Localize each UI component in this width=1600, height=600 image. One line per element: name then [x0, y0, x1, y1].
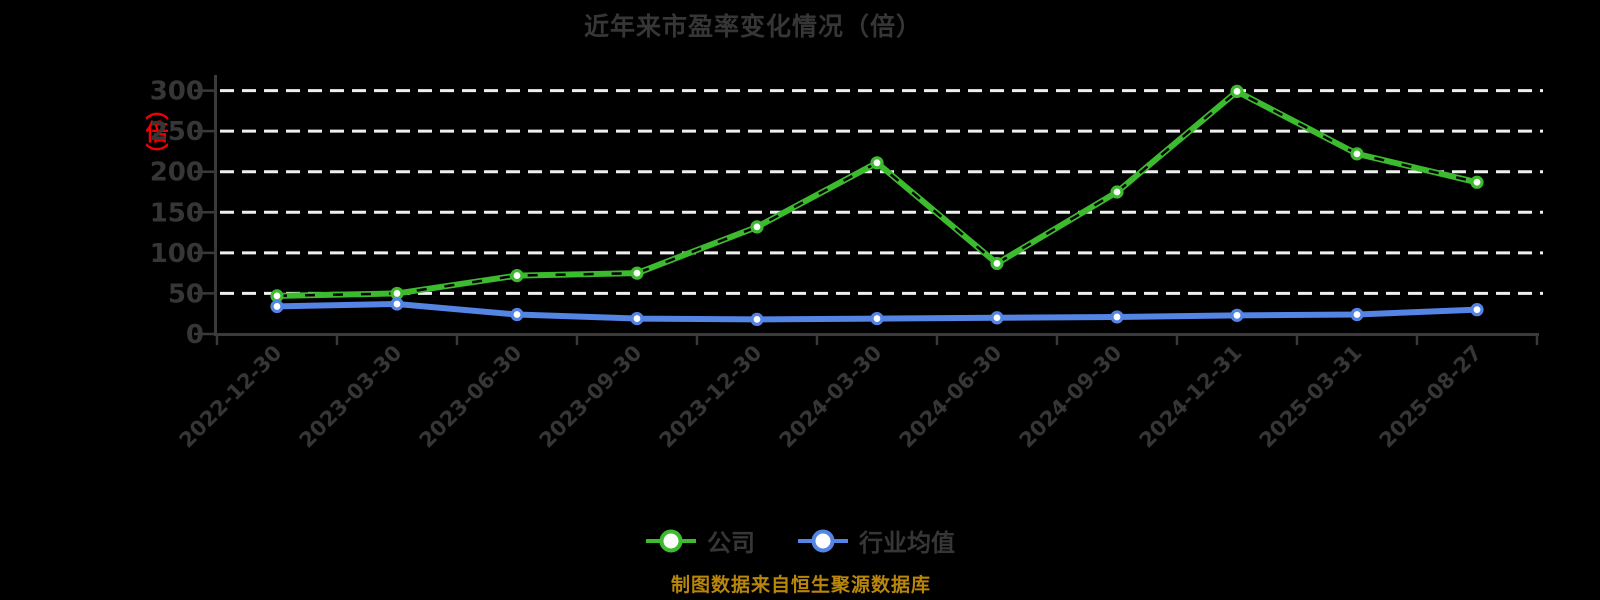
x-tick-label: 2025-03-31 [1255, 341, 1367, 453]
y-tick-label: 300 [150, 77, 204, 107]
y-tick-label: 50 [168, 279, 204, 309]
y-tick-label: 250 [150, 117, 204, 147]
company-series-line [274, 88, 1480, 299]
industry-data-point [510, 307, 524, 322]
company-data-point [630, 266, 644, 280]
x-tick-label: 2024-12-31 [1135, 341, 1247, 453]
industry-data-point [990, 311, 1004, 325]
industry-data-point [630, 311, 644, 326]
industry-data-point [1350, 307, 1364, 322]
company-data-point [990, 256, 1004, 271]
company-data-point [1350, 147, 1364, 161]
industry-data-point [1110, 310, 1124, 324]
legend-label-industry-average: 行业均值 [859, 529, 955, 557]
x-tick-label: 2024-06-30 [895, 341, 1007, 453]
industry-data-point [1470, 303, 1484, 317]
y-tick-label: 100 [150, 239, 204, 269]
x-tick-label: 2024-09-30 [1015, 341, 1127, 453]
footer-note: 制图数据来自恒生聚源数据库 [670, 574, 932, 596]
legend-item-company[interactable]: 公司 [645, 523, 755, 558]
x-tick-label: 2023-06-30 [415, 341, 527, 453]
y-axis-unit-label: （倍） [141, 97, 167, 166]
industry-legend-marker-icon [798, 529, 848, 552]
chart-title: 近年来市盈率变化情况（倍） [583, 12, 923, 41]
company-legend-marker-icon [646, 529, 696, 552]
company-data-point [1470, 175, 1484, 189]
y-tick-label: 200 [150, 158, 204, 188]
x-tick-label: 2022-12-30 [175, 341, 287, 453]
company-data-point [870, 156, 884, 170]
company-data-point [750, 220, 764, 234]
industry-data-point [1230, 308, 1244, 322]
industry-legend-circle [811, 529, 835, 552]
y-tick-label: 0 [186, 320, 204, 350]
industry-data-point [750, 312, 764, 326]
industry-data-point [870, 311, 884, 326]
company-data-point [1110, 185, 1124, 199]
chart-legend: 公司 行业均值 [0, 523, 1600, 558]
company-series-dash-overlay [276, 89, 1478, 298]
x-tick-label: 2024-03-30 [775, 341, 887, 453]
industry-data-point [270, 299, 284, 314]
x-tick-label: 2023-09-30 [535, 341, 647, 453]
x-tick-label: 2023-12-30 [655, 341, 767, 453]
x-tick-label: 2025-08-27 [1375, 341, 1487, 453]
company-legend-circle [659, 529, 683, 552]
legend-item-industry-average[interactable]: 行业均值 [797, 523, 955, 558]
company-data-point [390, 286, 404, 301]
industry-data-point [390, 297, 404, 311]
company-data-point [1230, 84, 1244, 99]
y-tick-label: 150 [150, 198, 204, 228]
x-tick-label: 2023-03-30 [295, 341, 407, 453]
legend-label-company: 公司 [707, 529, 755, 557]
company-data-point [510, 268, 524, 283]
company-data-point [270, 289, 284, 303]
